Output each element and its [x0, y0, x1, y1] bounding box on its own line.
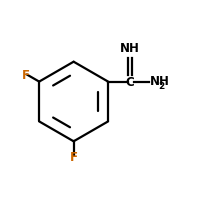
Text: F: F	[22, 69, 30, 82]
Text: NH: NH	[150, 75, 170, 88]
Text: 2: 2	[158, 82, 165, 91]
Text: NH: NH	[120, 42, 140, 54]
Text: F: F	[70, 150, 78, 163]
Text: C: C	[126, 76, 134, 89]
